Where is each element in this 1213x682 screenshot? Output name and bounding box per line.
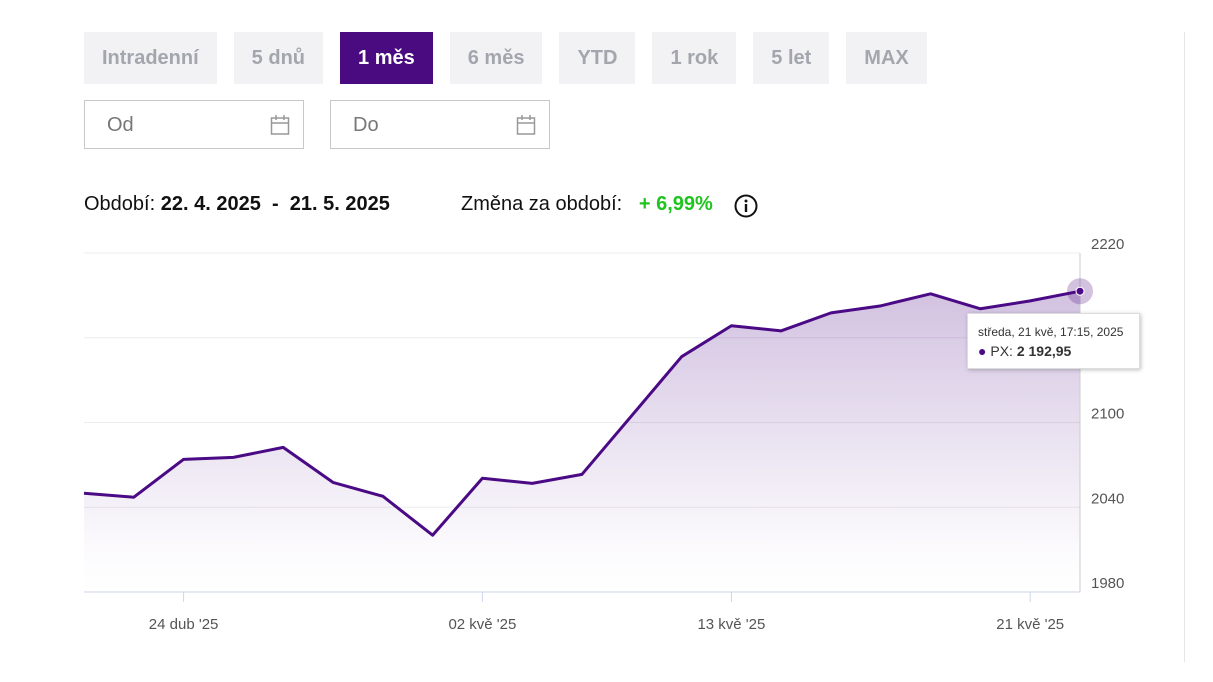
- x-tick-label: 02 kvě '25: [448, 616, 516, 633]
- period: Období: 22. 4. 2025 - 21. 5. 2025: [84, 193, 390, 216]
- y-tick-label: 2100: [1091, 406, 1124, 423]
- area: [84, 291, 1080, 592]
- range-button[interactable]: 5 let: [753, 32, 830, 84]
- range-button[interactable]: Intradenní: [84, 32, 217, 84]
- date-input[interactable]: Od: [84, 100, 304, 149]
- date-input-placeholder: Do: [353, 114, 379, 136]
- tooltip-number: 2 192,95: [1016, 343, 1072, 359]
- period-from: 22. 4. 2025: [160, 193, 261, 215]
- info-icon[interactable]: [734, 194, 758, 218]
- y-tick-label: 1980: [1091, 575, 1124, 592]
- range-button[interactable]: YTD: [559, 32, 636, 84]
- range-button[interactable]: 1 měs: [340, 32, 433, 84]
- range-button[interactable]: 6 měs: [449, 32, 543, 84]
- date-input-placeholder: Od: [107, 114, 134, 136]
- range-buttons: Intradenní 5 dnů 1 měs 6 měs YTD 1 rok 5 let MA…: [84, 32, 927, 84]
- change-label: Změna za období:: [461, 193, 623, 215]
- change: Změna za období: + 6,99%: [461, 193, 713, 216]
- y-tick-label: 2220: [1091, 236, 1124, 253]
- date-inputs: Od Do: [84, 100, 550, 149]
- range-button[interactable]: MAX: [846, 32, 927, 84]
- date-input[interactable]: Do: [330, 100, 550, 149]
- range-button[interactable]: 1 rok: [652, 32, 737, 84]
- hover-point: [1075, 286, 1085, 296]
- x-tick-label: 24 dub '25: [149, 616, 219, 633]
- calendar-icon: [270, 115, 290, 135]
- tooltip-value: ● PX: 2 192,95: [978, 343, 1072, 359]
- period-to: 21. 5. 2025: [289, 193, 390, 215]
- period-separator: -: [271, 193, 279, 215]
- tooltip-label: PX:: [990, 343, 1013, 359]
- x-tick-label: 21 kvě '25: [996, 616, 1064, 633]
- change-value: + 6,99%: [638, 193, 713, 215]
- separator: [1184, 32, 1185, 662]
- tooltip-date: středa, 21 kvě, 17:15, 2025: [978, 325, 1124, 339]
- x-tick-label: 13 kvě '25: [697, 616, 765, 633]
- range-button[interactable]: 5 dnů: [233, 32, 324, 84]
- line: [83, 289, 1081, 537]
- calendar-icon: [516, 115, 536, 135]
- period-label: Období:: [84, 193, 156, 215]
- y-tick-label: 2040: [1091, 490, 1124, 507]
- tooltip: středa, 21 kvě, 17:15, 2025 ● PX: 2 192,…: [967, 313, 1140, 369]
